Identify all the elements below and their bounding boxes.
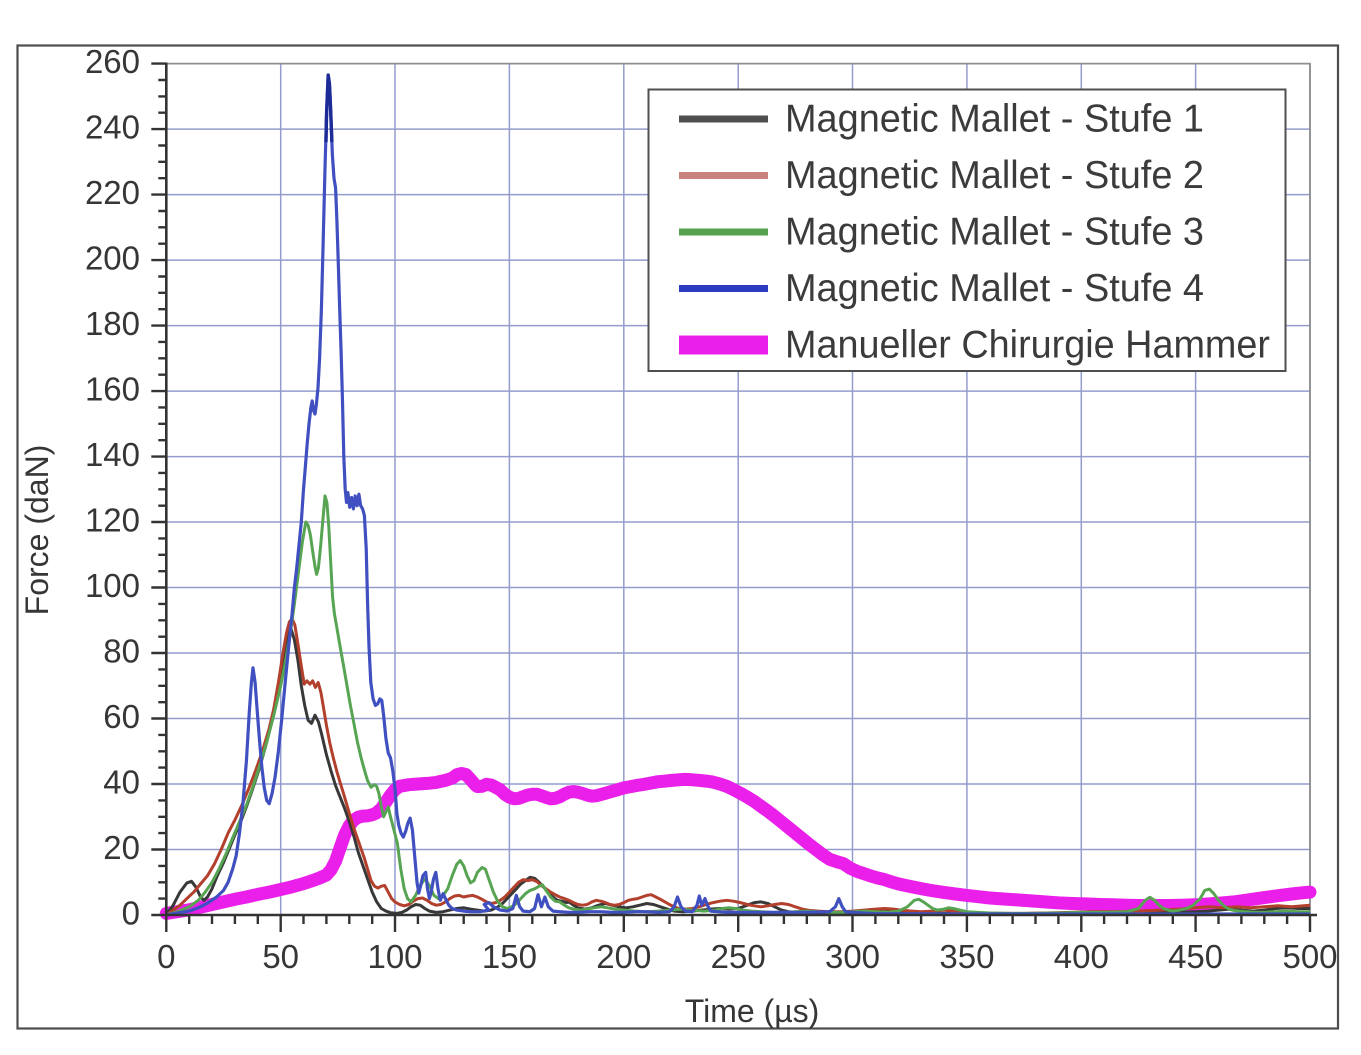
svg-text:160: 160 <box>85 371 140 408</box>
svg-text:Manueller Chirurgie Hammer: Manueller Chirurgie Hammer <box>785 324 1270 367</box>
svg-text:200: 200 <box>596 938 651 975</box>
svg-text:Time (µs): Time (µs) <box>685 993 820 1029</box>
svg-text:260: 260 <box>85 43 140 80</box>
svg-text:350: 350 <box>939 938 994 975</box>
svg-text:200: 200 <box>85 240 140 277</box>
svg-text:80: 80 <box>103 633 140 670</box>
svg-text:Force (daN): Force (daN) <box>19 445 55 616</box>
svg-text:100: 100 <box>85 567 140 604</box>
svg-text:Magnetic Mallet - Stufe 3: Magnetic Mallet - Stufe 3 <box>785 211 1204 254</box>
svg-text:180: 180 <box>85 305 140 342</box>
svg-text:120: 120 <box>85 502 140 539</box>
svg-text:20: 20 <box>103 829 140 866</box>
svg-text:Magnetic Mallet - Stufe 4: Magnetic Mallet - Stufe 4 <box>785 267 1204 310</box>
svg-text:300: 300 <box>825 938 880 975</box>
svg-text:150: 150 <box>482 938 537 975</box>
svg-text:400: 400 <box>1054 938 1109 975</box>
svg-text:220: 220 <box>85 174 140 211</box>
svg-text:60: 60 <box>103 698 140 735</box>
svg-text:450: 450 <box>1168 938 1223 975</box>
svg-text:140: 140 <box>85 436 140 473</box>
svg-text:250: 250 <box>711 938 766 975</box>
svg-text:Magnetic Mallet - Stufe 1: Magnetic Mallet - Stufe 1 <box>785 98 1204 141</box>
svg-text:0: 0 <box>157 938 175 975</box>
svg-text:0: 0 <box>122 895 140 932</box>
svg-text:Magnetic Mallet - Stufe 2: Magnetic Mallet - Stufe 2 <box>785 154 1204 197</box>
svg-text:100: 100 <box>367 938 422 975</box>
svg-text:50: 50 <box>262 938 299 975</box>
svg-text:40: 40 <box>103 764 140 801</box>
svg-text:240: 240 <box>85 109 140 146</box>
svg-text:500: 500 <box>1282 938 1337 975</box>
